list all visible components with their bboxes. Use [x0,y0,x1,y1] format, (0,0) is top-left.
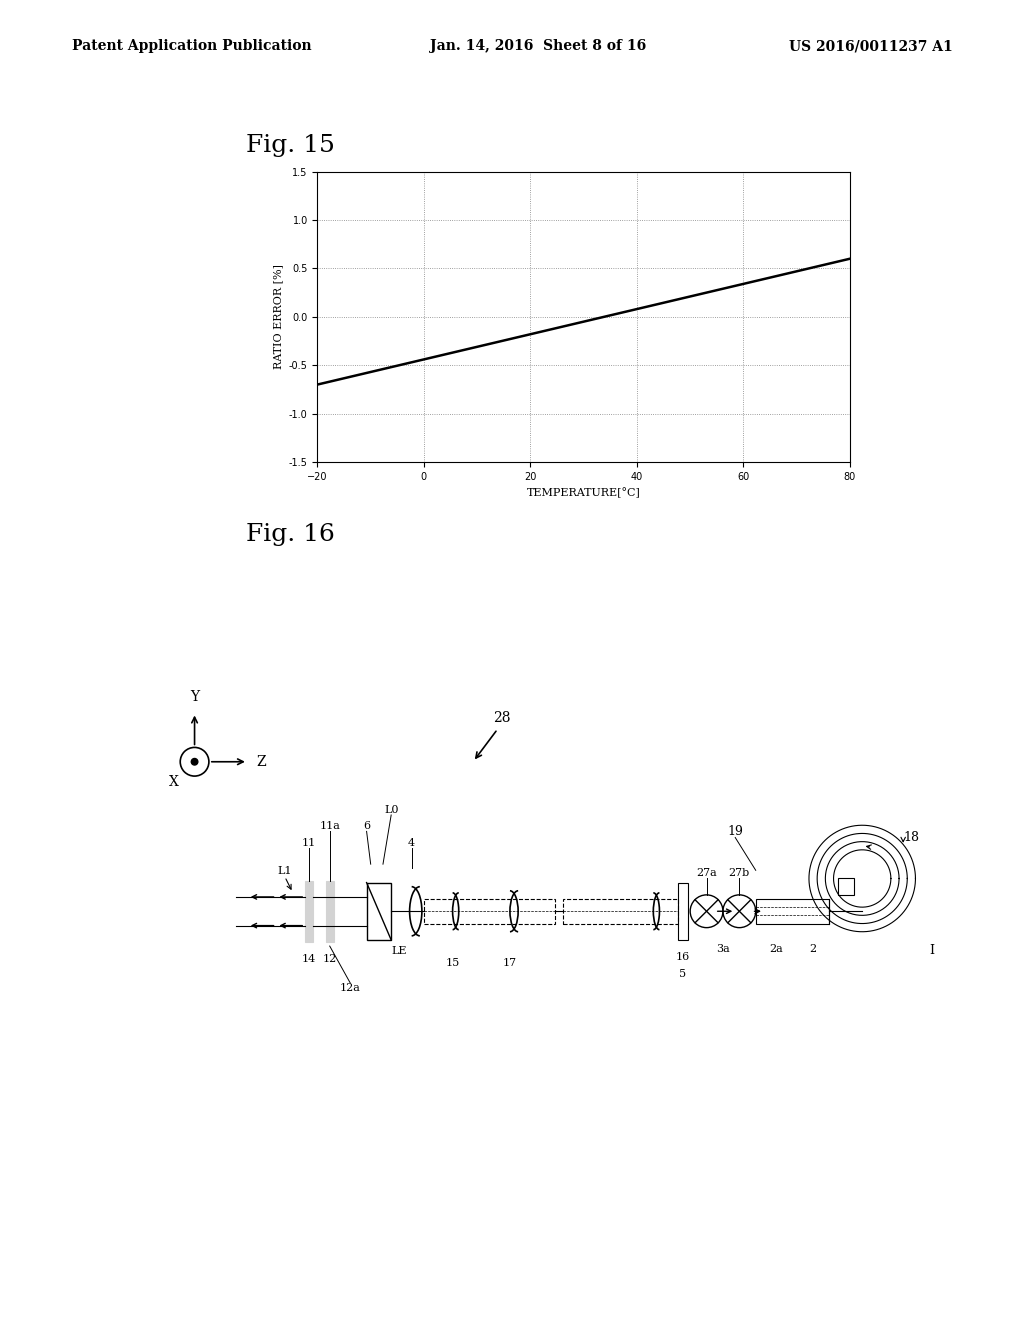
Bar [326,880,334,942]
Bar [305,880,313,942]
Text: 4: 4 [409,838,415,847]
Text: 12a: 12a [340,983,360,993]
Text: L0: L0 [384,805,398,814]
Text: L1: L1 [278,866,292,876]
Text: 2a: 2a [769,944,783,954]
Text: 17: 17 [503,958,517,969]
Text: 27a: 27a [696,869,717,879]
Text: 15: 15 [445,958,460,969]
Text: 27b: 27b [729,869,750,879]
Text: 18: 18 [903,832,920,843]
Text: 12: 12 [323,954,337,965]
Text: Fig. 16: Fig. 16 [246,523,335,546]
X-axis label: TEMPERATURE[°C]: TEMPERATURE[°C] [526,487,641,498]
Bar [756,899,829,924]
Text: Fig. 15: Fig. 15 [246,133,335,157]
Text: Y: Y [190,690,199,705]
Text: 11a: 11a [319,821,340,832]
Bar [424,899,555,924]
Text: 19: 19 [727,825,743,837]
Text: LE: LE [391,946,408,956]
Text: 6: 6 [364,821,370,832]
Text: US 2016/0011237 A1: US 2016/0011237 A1 [788,40,952,53]
Circle shape [191,759,198,766]
Text: 16: 16 [676,952,690,962]
Text: X: X [169,775,179,789]
Text: I: I [930,944,934,957]
Text: 5: 5 [680,969,686,978]
Bar [678,883,688,940]
Text: 28: 28 [493,711,511,725]
Text: Z: Z [256,755,265,768]
Bar [563,899,678,924]
Text: 3a: 3a [716,944,730,954]
Y-axis label: RATIO ERROR [%]: RATIO ERROR [%] [273,264,284,370]
Text: Jan. 14, 2016  Sheet 8 of 16: Jan. 14, 2016 Sheet 8 of 16 [430,40,646,53]
Text: 11: 11 [302,838,316,847]
Text: 14: 14 [302,954,316,965]
Text: Patent Application Publication: Patent Application Publication [72,40,311,53]
Bar [838,879,854,895]
Text: 2: 2 [810,944,816,954]
